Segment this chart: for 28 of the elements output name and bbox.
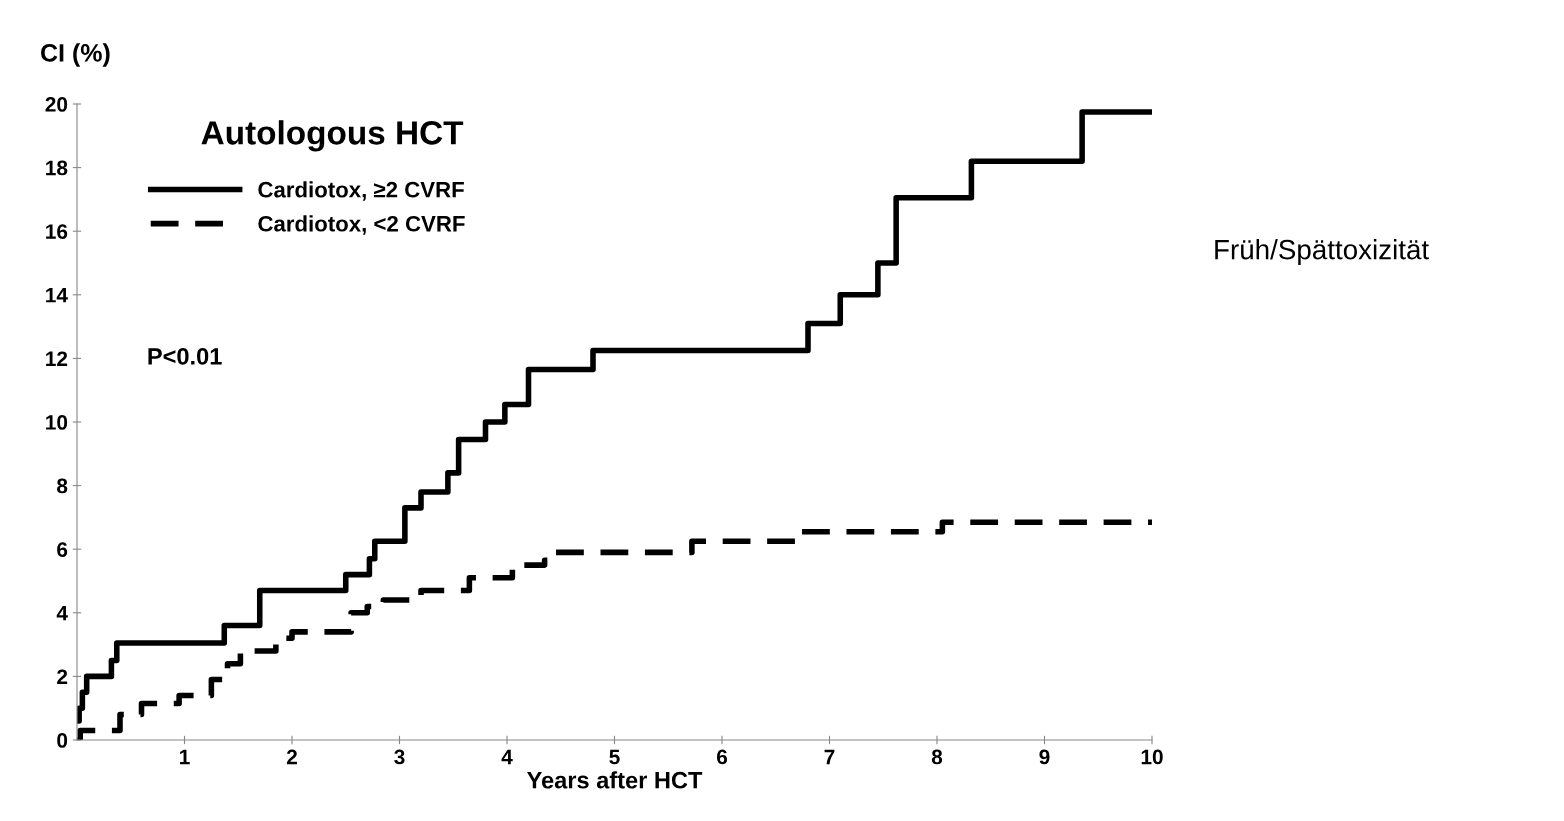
y-tick-label: 20 [45, 97, 68, 112]
y-tick-label: 0 [57, 733, 68, 748]
y-tick-label: 4 [56, 606, 68, 621]
x-tick-label: 8 [931, 749, 943, 765]
x-tick-label: 1 [180, 749, 190, 765]
legend-label: Cardiotox, ≥2 CVRF [258, 181, 464, 201]
y-axis-title: CI (%) [41, 43, 110, 67]
y-tick-label: 8 [57, 478, 68, 494]
x-axis-title: Years after HCT [526, 771, 703, 789]
y-tick-label: 14 [46, 288, 68, 303]
legend-label: Cardiotox, <2 CVRF [258, 215, 465, 235]
x-tick-label: 4 [501, 749, 513, 765]
y-tick-label: 16 [46, 224, 68, 239]
x-tick-label: 3 [394, 749, 405, 765]
x-tick-label: 5 [609, 749, 620, 765]
chart-title: Autologous HCT [201, 120, 464, 152]
x-tick-label: 7 [824, 749, 835, 765]
annotation: P<0.01 [148, 348, 222, 365]
y-tick-label: 12 [46, 351, 68, 366]
text: Früh/Spättoxizität [1215, 239, 1429, 265]
y-tick-label: 10 [46, 415, 68, 430]
y-tick-label: 18 [46, 160, 68, 176]
y-tick-label: 2 [57, 669, 68, 684]
x-tick-label: 6 [716, 749, 728, 765]
x-tick-label: 10 [1141, 749, 1163, 765]
x-tick-label: 9 [1039, 749, 1050, 765]
y-tick-label: 6 [57, 542, 68, 557]
x-tick-label: 2 [286, 749, 297, 765]
